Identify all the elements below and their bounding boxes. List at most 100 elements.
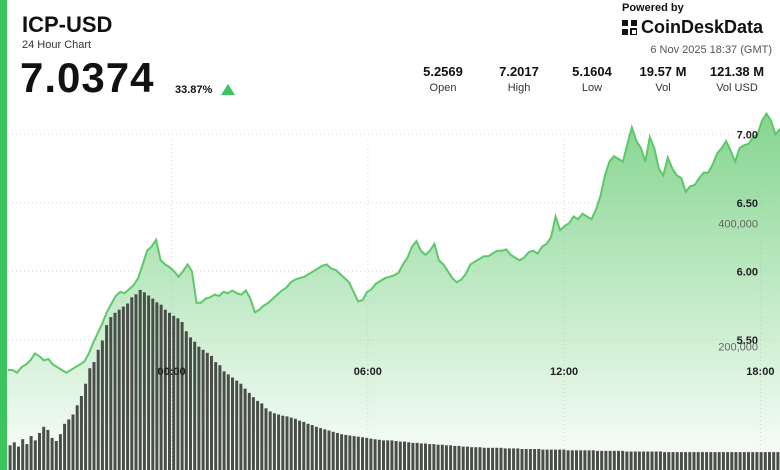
volume-bar (17, 446, 20, 470)
volume-bar (63, 423, 67, 470)
volume-bar (713, 452, 717, 470)
volume-bar (575, 450, 578, 470)
volume-bar (210, 355, 213, 470)
volume-bar (96, 349, 100, 470)
volume-bar (155, 302, 159, 470)
price-tick-label: 5.50 (737, 335, 758, 347)
volume-bar (495, 447, 499, 470)
volume-bar (344, 434, 348, 470)
volume-bar (193, 341, 197, 470)
volume-bar (537, 449, 541, 470)
volume-bar (424, 443, 427, 470)
pair-title: ICP-USD (22, 12, 113, 37)
volume-bar (235, 380, 239, 470)
stat-label: Low (581, 82, 603, 94)
volume-bar (281, 415, 285, 470)
volume-bar (663, 452, 667, 470)
volume-bar (285, 416, 289, 470)
volume-bar (558, 449, 562, 470)
volume-bar (482, 447, 486, 470)
volume-bar (222, 371, 226, 470)
volume-bar (516, 448, 520, 470)
volume-bar (730, 452, 734, 470)
volume-bar (734, 452, 738, 470)
volume-bar (100, 340, 104, 470)
volume-bar (411, 442, 415, 470)
volume-bar (289, 417, 293, 470)
volume-bar (524, 449, 528, 470)
volume-bar (151, 298, 155, 470)
volume-bar (163, 309, 167, 470)
volume-bar (277, 414, 281, 470)
volume-bar (84, 383, 88, 470)
volume-bar (172, 315, 176, 470)
volume-bar (33, 440, 37, 470)
volume-bar (700, 452, 704, 470)
stat-value: 7.2017 (499, 64, 539, 79)
volume-bar (58, 434, 62, 470)
volume-bar (633, 451, 637, 470)
volume-bar (205, 352, 209, 470)
volume-bar (566, 450, 570, 470)
stat-label: Vol (655, 82, 671, 94)
volume-bar (491, 447, 495, 470)
volume-bar (298, 420, 302, 470)
price-change: 33.87% (175, 84, 213, 96)
volume-bar (772, 452, 776, 470)
volume-bar (419, 443, 423, 470)
volume-bar (214, 362, 218, 470)
volume-bar (42, 426, 46, 470)
volume-bar (109, 317, 113, 470)
volume-bar (159, 304, 163, 470)
volume-bar (306, 423, 310, 470)
left-accent-bar (0, 0, 7, 470)
volume-bar (293, 418, 297, 470)
stat-low: 5.1604 Low (557, 64, 627, 94)
volume-bar (168, 312, 171, 470)
volume-bar (268, 411, 272, 470)
volume-bar (465, 446, 469, 470)
price-line (8, 111, 780, 375)
volume-bar (105, 325, 109, 470)
stat-vol: 19.57 M Vol (628, 64, 698, 94)
volume-bar (637, 451, 641, 470)
volume-bar (21, 439, 25, 470)
price-tick-label: 6.50 (737, 198, 758, 210)
volume-bar (688, 452, 692, 470)
volume-bar (382, 440, 385, 470)
volume-bar (499, 447, 503, 470)
coindesk-logo-icon (622, 20, 637, 35)
volume-tick-label: 200,000 (718, 342, 758, 354)
stat-value: 121.38 M (709, 64, 765, 79)
volume-bar (256, 400, 260, 470)
volume-bar (340, 434, 344, 470)
volume-bar (180, 322, 184, 470)
volume-bar (356, 436, 360, 470)
volume-bar (453, 445, 457, 470)
volume-bar (319, 428, 323, 470)
volume-bar (486, 447, 490, 470)
up-arrow-icon (221, 84, 235, 95)
stat-high: 7.2017 High (484, 64, 554, 94)
volume-bar (373, 439, 377, 470)
time-tick-label: 06:00 (354, 366, 382, 378)
volume-bar (755, 452, 759, 470)
volume-bar (428, 444, 432, 470)
stat-label: Vol USD (716, 82, 758, 94)
volume-bar (29, 436, 33, 470)
volume-bar (721, 452, 725, 470)
volume-bar (247, 392, 251, 470)
volume-bar (709, 452, 713, 470)
volume-bar (440, 444, 444, 470)
volume-bar (604, 450, 608, 470)
volume-bar (541, 449, 545, 470)
volume-bar (444, 445, 448, 470)
volume-bar (121, 306, 125, 470)
volume-bar (579, 450, 583, 470)
volume-bar (646, 451, 650, 470)
volume-bar (570, 450, 574, 470)
powered-by-label: Powered by (622, 2, 684, 14)
volume-bar (352, 436, 356, 470)
volume-bar (348, 435, 352, 470)
volume-bar (264, 408, 268, 470)
